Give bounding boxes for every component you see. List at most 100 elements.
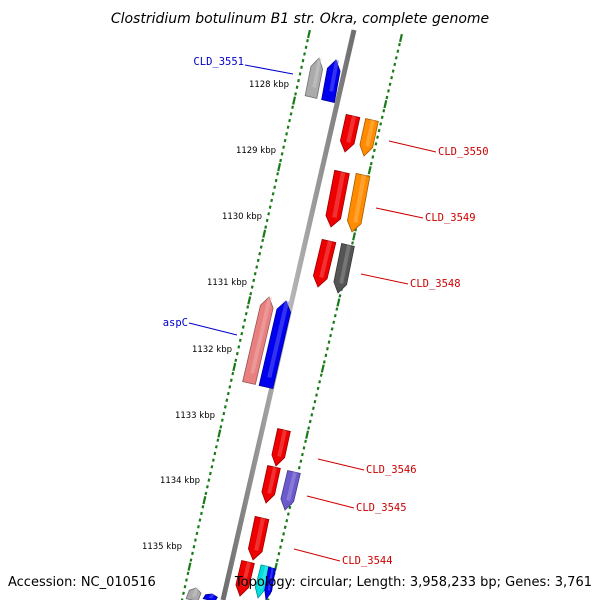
minor-tick <box>388 82 392 86</box>
gene-label[interactable]: CLD_3550 <box>438 146 489 158</box>
cds-arrow-red[interactable] <box>261 465 281 504</box>
minor-tick <box>211 458 215 462</box>
minor-tick <box>255 265 259 269</box>
cds-arrow-blue[interactable] <box>202 593 218 600</box>
minor-tick <box>214 445 218 449</box>
cds-arrow-red[interactable] <box>325 169 350 228</box>
leader-line <box>375 207 424 219</box>
gene-callout-cld_3548[interactable]: CLD_3548 <box>360 273 461 290</box>
gene-callout-cld_3544[interactable]: CLD_3544 <box>293 548 393 567</box>
cds-arrow-blue[interactable] <box>321 59 341 103</box>
cds-arrow-red[interactable] <box>271 428 291 467</box>
minor-tick <box>333 313 337 318</box>
minor-tick <box>261 238 265 243</box>
cds-arrow-gray[interactable] <box>185 587 202 600</box>
cds-arrow-blue[interactable] <box>258 300 292 390</box>
cds-arrow-red[interactable] <box>235 560 255 597</box>
minor-tick <box>285 518 289 523</box>
gene-label[interactable]: CLD_3549 <box>425 212 476 224</box>
minor-tick <box>391 69 395 73</box>
minor-tick <box>318 380 322 384</box>
minor-tick <box>300 65 303 70</box>
minor-tick <box>382 109 386 113</box>
minor-tick <box>237 345 241 349</box>
gene-callout-aspc[interactable]: aspC <box>163 317 238 336</box>
minor-tick <box>273 185 277 189</box>
cds-arrow-darkgray[interactable] <box>333 243 355 294</box>
minor-tick <box>268 205 272 209</box>
minor-tick <box>304 439 307 444</box>
gene-label[interactable]: CLD_3545 <box>356 502 407 514</box>
minor-tick <box>210 465 214 469</box>
major-tick <box>187 562 192 571</box>
minor-tick <box>297 466 301 470</box>
leader-line <box>317 458 365 471</box>
minor-tick <box>311 406 315 410</box>
minor-tick <box>259 245 263 249</box>
minor-tick <box>313 399 317 404</box>
major-tick <box>232 362 237 372</box>
minor-tick <box>285 132 288 136</box>
minor-tick <box>183 584 187 589</box>
minor-tick <box>308 419 312 424</box>
minor-tick <box>371 155 375 159</box>
kbp-labels: 1128 kbp 1129 kbp 1130 kbp 1131 kbp 1132 kbp… <box>142 80 289 552</box>
minor-tick <box>234 358 238 362</box>
gene-features <box>185 57 379 600</box>
cds-arrow-orange[interactable] <box>347 172 371 233</box>
map-title: Clostridium botulinum B1 str. Okra, comp… <box>111 11 489 27</box>
minor-tick <box>332 320 336 325</box>
gene-callout-cld_3549[interactable]: CLD_3549 <box>375 207 476 224</box>
gene-callout-cld_3551[interactable]: CLD_3551 <box>193 56 294 75</box>
gene-label[interactable]: CLD_3551 <box>193 56 244 68</box>
minor-tick <box>307 426 311 430</box>
minor-tick <box>298 72 302 76</box>
gene-label[interactable]: CLD_3548 <box>410 278 461 290</box>
kbp-tick-label: 1129 kbp <box>236 146 276 156</box>
minor-tick <box>294 92 297 96</box>
minor-tick <box>369 161 373 166</box>
cds-arrow-lavender[interactable] <box>280 470 301 511</box>
minor-tick <box>204 491 208 496</box>
minor-tick <box>195 531 199 536</box>
kbp-tick-label: 1132 kbp <box>192 345 232 355</box>
minor-tick <box>225 398 229 402</box>
gene-label[interactable]: aspC <box>163 317 188 329</box>
minor-tick <box>182 591 185 596</box>
gene-callout-cld_3550[interactable]: CLD_3550 <box>388 140 489 158</box>
minor-tick <box>280 152 284 156</box>
minor-tick <box>229 378 233 382</box>
gene-callout-cld_3545[interactable]: CLD_3545 <box>306 495 407 514</box>
minor-tick <box>316 386 320 391</box>
minor-tick <box>324 353 328 358</box>
leader-line <box>188 322 238 336</box>
accession-text: Accession: NC_010516 <box>8 575 156 590</box>
cds-arrow-red[interactable] <box>340 113 361 153</box>
cds-arrow-cyan[interactable] <box>254 564 272 599</box>
minor-tick <box>379 122 383 126</box>
minor-tick <box>223 405 227 409</box>
minor-tick <box>265 218 269 223</box>
minor-tick <box>207 478 211 482</box>
minor-tick <box>286 125 290 129</box>
cds-arrow-gray[interactable] <box>304 57 324 99</box>
cds-arrow-red[interactable] <box>312 238 337 288</box>
cds-arrow-red[interactable] <box>248 515 270 561</box>
minor-tick <box>377 128 381 133</box>
leader-line <box>306 495 355 509</box>
leader-line <box>293 548 341 562</box>
minor-tick <box>205 485 209 489</box>
cds-arrow-blue[interactable] <box>264 566 276 600</box>
major-tick <box>352 232 357 241</box>
major-tick <box>247 296 252 305</box>
gene-callout-cld_3546[interactable]: CLD_3546 <box>317 458 417 476</box>
gene-label[interactable]: CLD_3546 <box>366 464 417 476</box>
cds-arrow-pink[interactable] <box>242 296 274 385</box>
cds-arrow-orange[interactable] <box>359 118 379 157</box>
major-tick <box>277 163 282 172</box>
minor-tick <box>194 538 197 542</box>
gene-label[interactable]: CLD_3544 <box>342 555 393 567</box>
major-tick <box>399 33 403 43</box>
minor-tick <box>192 545 196 549</box>
